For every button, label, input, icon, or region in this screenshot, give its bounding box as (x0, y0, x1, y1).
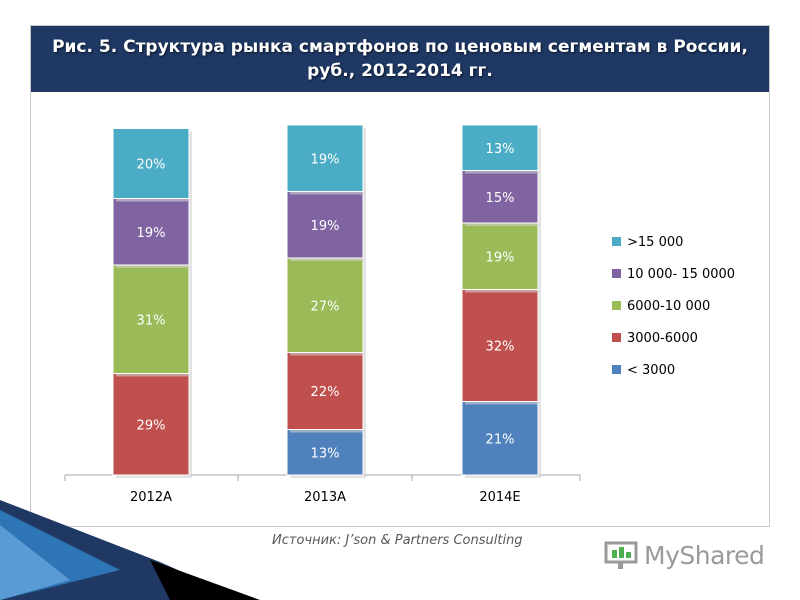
bar-segment (286, 257, 364, 353)
data-label: 31% (137, 313, 166, 328)
chart-header: Рис. 5. Структура рынка смартфонов по це… (31, 26, 769, 92)
data-label: 19% (137, 226, 166, 241)
data-label: 13% (311, 446, 340, 461)
bar-segment (112, 373, 190, 476)
legend-label: 6000-10 000 (627, 299, 710, 314)
data-label: 19% (311, 219, 340, 234)
legend-label: 10 000- 15 0000 (627, 267, 735, 282)
bar-segment (461, 170, 539, 224)
bar-segment (286, 352, 364, 430)
bar-segment (461, 124, 539, 171)
legend-label: >15 000 (627, 235, 683, 250)
category-label: 2012A (130, 490, 172, 505)
presentation-board-icon (604, 541, 638, 569)
bar-segment (286, 191, 364, 259)
data-label: 22% (311, 385, 340, 400)
category-label: 2014E (479, 490, 520, 505)
legend-label: 3000-6000 (627, 331, 698, 346)
legend-label: < 3000 (627, 363, 675, 378)
data-label: 15% (486, 191, 515, 206)
data-label: 19% (311, 152, 340, 167)
chart-title: Рис. 5. Структура рынка смартфонов по це… (52, 37, 748, 81)
bar-segment (461, 401, 539, 476)
bar-segment (286, 429, 364, 476)
decorative-swoosh (0, 500, 260, 600)
legend-swatch (612, 237, 621, 246)
data-label: 27% (311, 299, 340, 314)
bar-segment (286, 124, 364, 192)
bar-segment (112, 264, 190, 374)
logo-text: MyShared (644, 540, 765, 570)
data-label: 29% (137, 418, 166, 433)
legend-swatch (612, 333, 621, 342)
legend-swatch (612, 301, 621, 310)
bar-segment (461, 289, 539, 402)
category-label: 2013A (304, 490, 346, 505)
myshared-logo: MyShared (604, 537, 765, 573)
data-label: 20% (137, 158, 166, 173)
bar-segment (112, 128, 190, 199)
data-label: 13% (486, 142, 515, 157)
source-caption: Источник: J’son & Partners Consulting (272, 533, 523, 548)
data-label: 32% (486, 340, 515, 355)
legend-swatch (612, 269, 621, 278)
data-label: 19% (486, 250, 515, 265)
data-label: 21% (486, 432, 515, 447)
legend-swatch (612, 365, 621, 374)
bar-segment (112, 198, 190, 266)
